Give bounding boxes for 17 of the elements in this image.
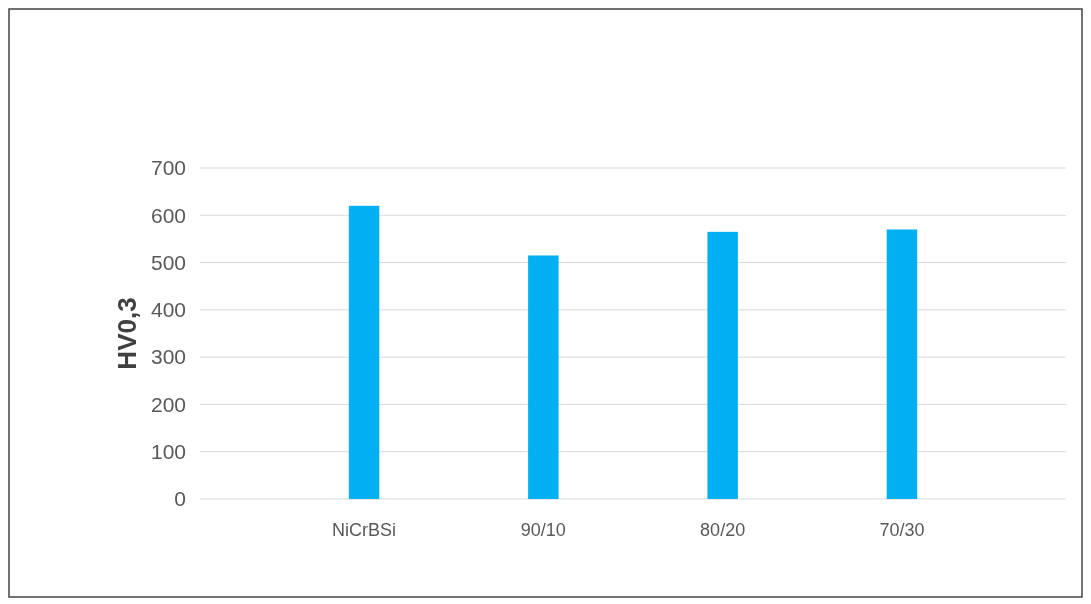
x-tick-label: 70/30 — [879, 520, 925, 540]
y-tick-label: 700 — [150, 156, 186, 180]
y-tick-label: 200 — [150, 392, 186, 416]
bar — [707, 231, 738, 499]
bar — [528, 255, 559, 499]
y-tick-label: 0 — [174, 487, 186, 511]
y-tick-label: 500 — [150, 250, 186, 274]
x-tick-label: 90/10 — [520, 520, 566, 540]
x-tick-label: NiCrBSi — [332, 520, 397, 540]
y-axis-title: HV0,3 — [112, 297, 142, 370]
y-tick-label: 100 — [150, 440, 186, 464]
y-tick-label: 300 — [150, 345, 186, 369]
x-tick-label: 80/20 — [700, 520, 746, 540]
y-tick-label: 400 — [150, 298, 186, 322]
y-tick-label: 600 — [150, 203, 186, 227]
bar — [348, 205, 380, 499]
bar — [886, 229, 918, 499]
